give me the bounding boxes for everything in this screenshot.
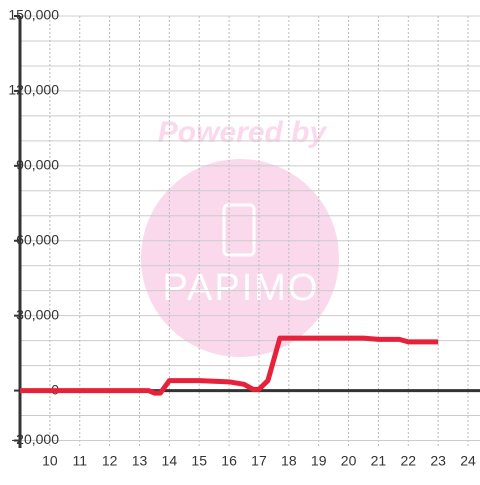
y-tick-label: 60,000 [16, 231, 59, 247]
x-tick-label: 13 [132, 453, 148, 469]
x-tick-label: 22 [401, 453, 417, 469]
x-tick-label: 15 [191, 453, 207, 469]
x-tick-label: 16 [221, 453, 237, 469]
y-tick-label: 150,000 [8, 7, 59, 23]
x-tick-label: 12 [102, 453, 118, 469]
watermark: Powered by PAPIMO [141, 116, 339, 357]
x-tick-label: 10 [42, 453, 58, 469]
x-tick-label: 11 [72, 453, 87, 469]
x-tick-label: 17 [251, 453, 267, 469]
y-tick-label: -20,000 [12, 431, 60, 447]
watermark-text: PAPIMO [163, 267, 320, 309]
data-line [20, 335, 439, 396]
y-tick-label: 30,000 [16, 306, 59, 322]
x-tick-label: 18 [281, 453, 297, 469]
y-tick-label: 120,000 [8, 82, 59, 98]
x-tick-label: 23 [430, 453, 446, 469]
x-tick-label: 19 [311, 453, 327, 469]
y-tick-label: 90,000 [16, 157, 59, 173]
x-tick-label: 20 [341, 453, 357, 469]
x-tick-label: 14 [162, 453, 178, 469]
watermark-circle [141, 159, 339, 357]
watermark-text: Powered by [158, 116, 328, 149]
x-tick-label: 24 [460, 453, 476, 469]
x-tick-label: 21 [371, 453, 387, 469]
watermark-icon [222, 203, 256, 257]
